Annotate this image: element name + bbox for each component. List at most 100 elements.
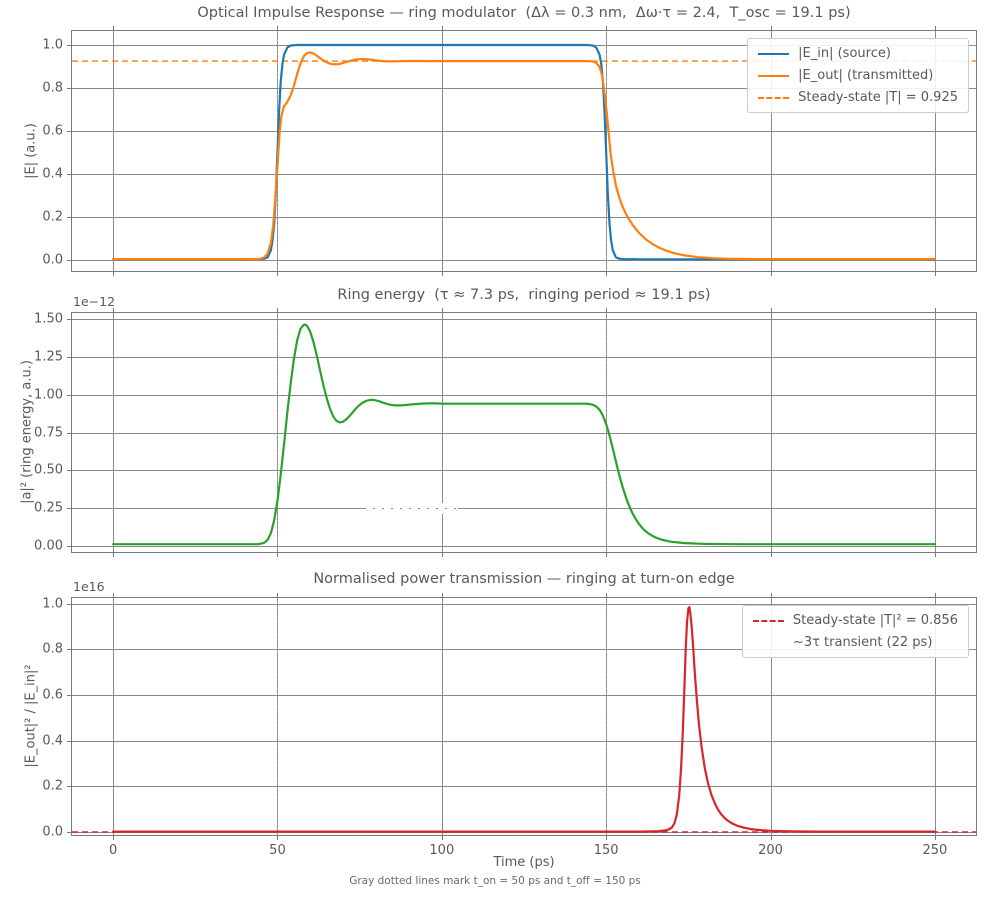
legend-line-sample bbox=[758, 52, 790, 55]
faint-white-annotation bbox=[366, 503, 459, 515]
x-tick-mark bbox=[441, 272, 443, 276]
legend-item-label: |E_out| (transmitted) bbox=[798, 68, 934, 83]
y-tick-mark bbox=[67, 603, 71, 605]
y-gridline bbox=[72, 259, 976, 261]
y-tick-label: 0.0 bbox=[42, 252, 63, 268]
y-gridline bbox=[72, 319, 976, 320]
y-tick-label: 1.50 bbox=[34, 311, 63, 327]
series-line-ring_energy bbox=[112, 323, 936, 546]
y-gridline bbox=[72, 173, 976, 175]
y-tick-label: 0.75 bbox=[34, 425, 63, 440]
y-tick-mark bbox=[67, 87, 71, 89]
x-gridline bbox=[770, 31, 772, 271]
x-tick-mark bbox=[277, 553, 279, 557]
x-tick-mark-top bbox=[113, 593, 115, 597]
legend-item-label: Steady-state |T|² = 0.856 bbox=[792, 613, 958, 628]
legend-item: ~3τ transient (22 ps) bbox=[753, 635, 958, 650]
x-tick-mark bbox=[113, 836, 115, 840]
x-tick-mark bbox=[934, 553, 936, 557]
x-tick-mark-top bbox=[934, 593, 936, 597]
y-gridline bbox=[72, 394, 976, 396]
x-tick-label: 200 bbox=[758, 843, 783, 858]
y-gridline bbox=[72, 216, 976, 218]
y-tick-label: 0.2 bbox=[42, 209, 63, 225]
legend-item-label: ~3τ transient (22 ps) bbox=[792, 635, 933, 650]
x-tick-mark bbox=[606, 553, 608, 557]
legend-item-label: Steady-state |T| = 0.925 bbox=[798, 90, 958, 105]
y-gridline bbox=[72, 603, 976, 605]
y-tick-mark bbox=[67, 216, 71, 218]
legend-item-label: |E_in| (source) bbox=[798, 46, 891, 61]
x-tick-mark bbox=[770, 553, 772, 557]
x-tick-label: 0 bbox=[108, 843, 118, 858]
y-tick-mark bbox=[67, 356, 71, 358]
y-tick-label: 0.4 bbox=[42, 166, 63, 182]
y-gridline bbox=[72, 508, 976, 510]
event-marker-vline bbox=[277, 313, 279, 552]
plot3-y-axis-label: |E_out|² / |E_in|² bbox=[23, 664, 39, 768]
plot1-y-axis-label: |E| (a.u.) bbox=[23, 123, 39, 179]
y-tick-mark bbox=[67, 432, 71, 434]
legend: |E_in| (source) |E_out| (transmitted) Stea… bbox=[747, 38, 969, 113]
x-tick-label: 250 bbox=[922, 843, 948, 858]
x-tick-mark-top bbox=[934, 26, 936, 30]
y-tick-label: 0.8 bbox=[42, 80, 63, 96]
series-line-E_out bbox=[112, 51, 936, 261]
x-tick-mark-top bbox=[441, 593, 443, 597]
legend-item: Steady-state |T|² = 0.856 bbox=[752, 613, 958, 628]
x-gridline bbox=[441, 31, 443, 271]
x-tick-mark bbox=[606, 272, 608, 276]
y-tick-label: 0.0 bbox=[42, 824, 63, 840]
plot2-y-axis-label: |a|² (ring energy, a.u.) bbox=[19, 360, 35, 504]
y-tick-label: 0.4 bbox=[42, 733, 63, 749]
y-tick-label: 0.6 bbox=[42, 123, 63, 139]
x-tick-mark-top bbox=[606, 593, 608, 597]
y-gridline bbox=[72, 87, 976, 89]
y-tick-label: 0.6 bbox=[42, 687, 63, 703]
y-tick-label: 0.00 bbox=[34, 538, 63, 554]
event-marker-vline bbox=[606, 313, 608, 552]
y-tick-mark bbox=[67, 740, 71, 742]
y-tick-mark bbox=[67, 259, 71, 261]
y-tick-mark bbox=[67, 130, 71, 132]
x-tick-mark bbox=[113, 272, 115, 276]
y-tick-label: 1.00 bbox=[34, 387, 63, 403]
y-tick-mark bbox=[67, 394, 71, 396]
x-tick-mark bbox=[770, 836, 772, 840]
x-tick-mark-top bbox=[277, 593, 279, 597]
y-gridline bbox=[72, 130, 976, 132]
x-tick-mark-top bbox=[770, 308, 772, 312]
y-tick-mark bbox=[67, 173, 71, 175]
x-tick-mark bbox=[113, 553, 115, 557]
y-gridline bbox=[72, 356, 976, 358]
event-marker-vline bbox=[606, 598, 608, 835]
x-tick-mark bbox=[934, 836, 936, 840]
x-tick-mark-top bbox=[770, 26, 772, 30]
y-tick-mark bbox=[67, 508, 71, 510]
figure-footnote: Gray dotted lines mark t_on = 50 ps and … bbox=[349, 875, 641, 887]
y-tick-mark bbox=[67, 319, 71, 320]
x-tick-mark bbox=[934, 272, 936, 276]
legend-item: Steady-state |T| = 0.925 bbox=[758, 90, 958, 105]
y-tick-mark bbox=[67, 649, 71, 651]
y-tick-label: 0.2 bbox=[42, 778, 63, 794]
legend-line-sample bbox=[752, 619, 784, 622]
y-gridline bbox=[72, 786, 976, 788]
x-gridline bbox=[441, 598, 443, 835]
x-tick-mark-top bbox=[441, 308, 443, 312]
x-axis-label: Time (ps) bbox=[493, 855, 555, 870]
plot3-title: Normalised power transmission — ringing … bbox=[313, 571, 735, 587]
y-tick-label: 0.8 bbox=[42, 641, 63, 657]
y-tick-mark bbox=[67, 695, 71, 697]
y-gridline bbox=[72, 649, 976, 651]
x-tick-mark-top bbox=[934, 308, 936, 312]
y-tick-mark bbox=[67, 470, 71, 472]
y-gridline bbox=[72, 470, 976, 472]
plot3-axes: 0 50 100 150 200 250 0.0 0.2 0.4 0.6 0.8 1.0 Steady-… bbox=[42, 593, 977, 858]
y-tick-mark bbox=[67, 832, 71, 834]
x-gridline bbox=[113, 31, 115, 271]
x-tick-mark bbox=[770, 272, 772, 276]
plot3-offset-text: 1e16 bbox=[73, 579, 105, 594]
y-gridline bbox=[72, 432, 976, 434]
